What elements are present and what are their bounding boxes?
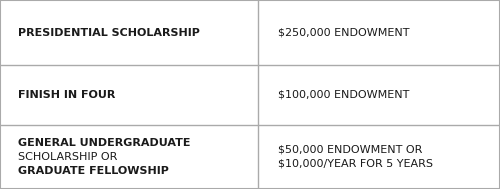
Text: $250,000 ENDOWMENT: $250,000 ENDOWMENT <box>278 28 409 38</box>
Text: $100,000 ENDOWMENT: $100,000 ENDOWMENT <box>278 90 409 100</box>
Text: GRADUATE FELLOWSHIP: GRADUATE FELLOWSHIP <box>18 166 169 176</box>
Text: FINISH IN FOUR: FINISH IN FOUR <box>18 90 115 100</box>
Text: PRESIDENTIAL SCHOLARSHIP: PRESIDENTIAL SCHOLARSHIP <box>18 28 200 38</box>
Text: $10,000/YEAR FOR 5 YEARS: $10,000/YEAR FOR 5 YEARS <box>278 159 432 169</box>
Text: $50,000 ENDOWMENT OR: $50,000 ENDOWMENT OR <box>278 145 422 155</box>
Text: GENERAL UNDERGRADUATE: GENERAL UNDERGRADUATE <box>18 138 190 148</box>
Text: SCHOLARSHIP OR: SCHOLARSHIP OR <box>18 152 117 162</box>
